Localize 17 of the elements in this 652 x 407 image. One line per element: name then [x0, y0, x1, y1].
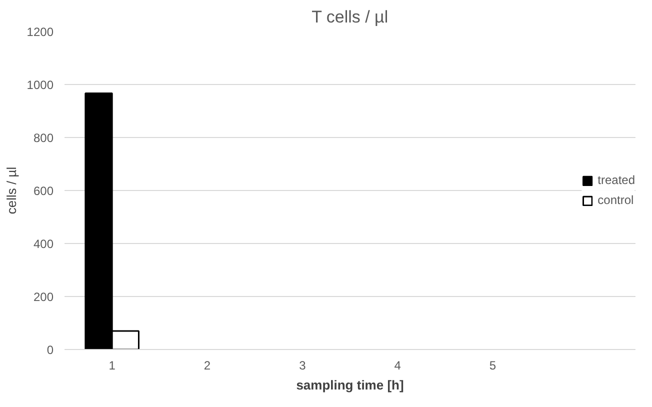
- y-tick-label: 1000: [26, 78, 54, 92]
- x-tick-label: 2: [204, 358, 211, 372]
- y-axis-title: cells / µl: [4, 166, 19, 214]
- y-tick-label: 800: [33, 131, 54, 145]
- legend-label: control: [598, 193, 634, 207]
- x-tick-label: 1: [108, 358, 116, 372]
- x-tick-label: 3: [299, 358, 306, 372]
- x-tick-label: 4: [394, 358, 402, 372]
- y-tick-label: 1200: [26, 25, 54, 39]
- y-tick-label: 0: [46, 343, 54, 357]
- legend-label: treated: [598, 173, 635, 187]
- x-tick-label: 5: [489, 358, 496, 372]
- y-tick-label: 400: [33, 237, 54, 251]
- chart-title: T cells / µl: [312, 8, 388, 26]
- y-tick-label: 200: [33, 290, 54, 304]
- x-axis-title: sampling time [h]: [296, 378, 404, 392]
- y-tick-label: 600: [33, 184, 54, 198]
